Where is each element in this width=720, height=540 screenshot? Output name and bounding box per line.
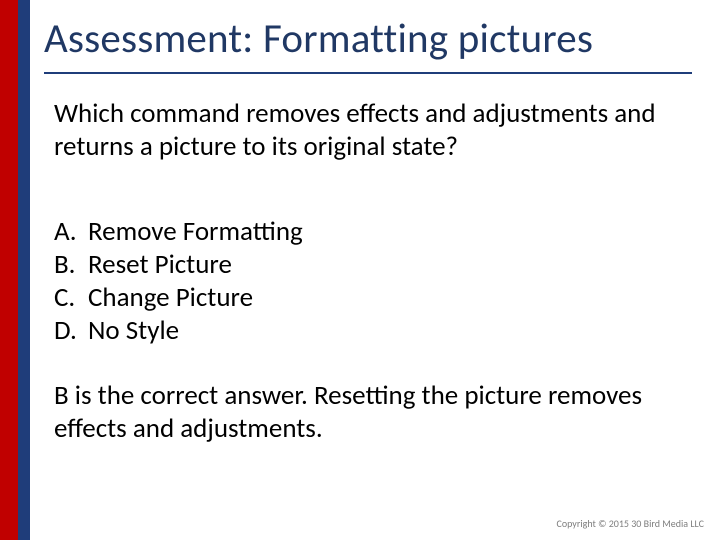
option-letter: B. [54, 249, 88, 282]
option-letter: C. [54, 282, 88, 315]
option-b: B. Reset Picture [54, 249, 674, 282]
answer-text: B is the correct answer. Resetting the p… [54, 380, 684, 446]
option-text: Change Picture [88, 282, 253, 315]
accent-bar-blue [18, 0, 30, 540]
option-letter: D. [54, 315, 88, 348]
option-text: Remove Formatting [88, 216, 303, 249]
option-text: Reset Picture [88, 249, 232, 282]
option-text: No Style [88, 315, 179, 348]
title-underline [44, 72, 692, 74]
slide-title: Assessment: Formatting pictures [44, 14, 704, 64]
accent-bar-red [0, 0, 18, 540]
options-list: A. Remove Formatting B. Reset Picture C.… [54, 216, 674, 348]
slide: Assessment: Formatting pictures Which co… [0, 0, 720, 540]
option-a: A. Remove Formatting [54, 216, 674, 249]
question-text: Which command removes effects and adjust… [54, 98, 684, 164]
copyright-text: Copyright © 2015 30 Bird Media LLC [557, 517, 705, 530]
option-d: D. No Style [54, 315, 674, 348]
option-letter: A. [54, 216, 88, 249]
option-c: C. Change Picture [54, 282, 674, 315]
